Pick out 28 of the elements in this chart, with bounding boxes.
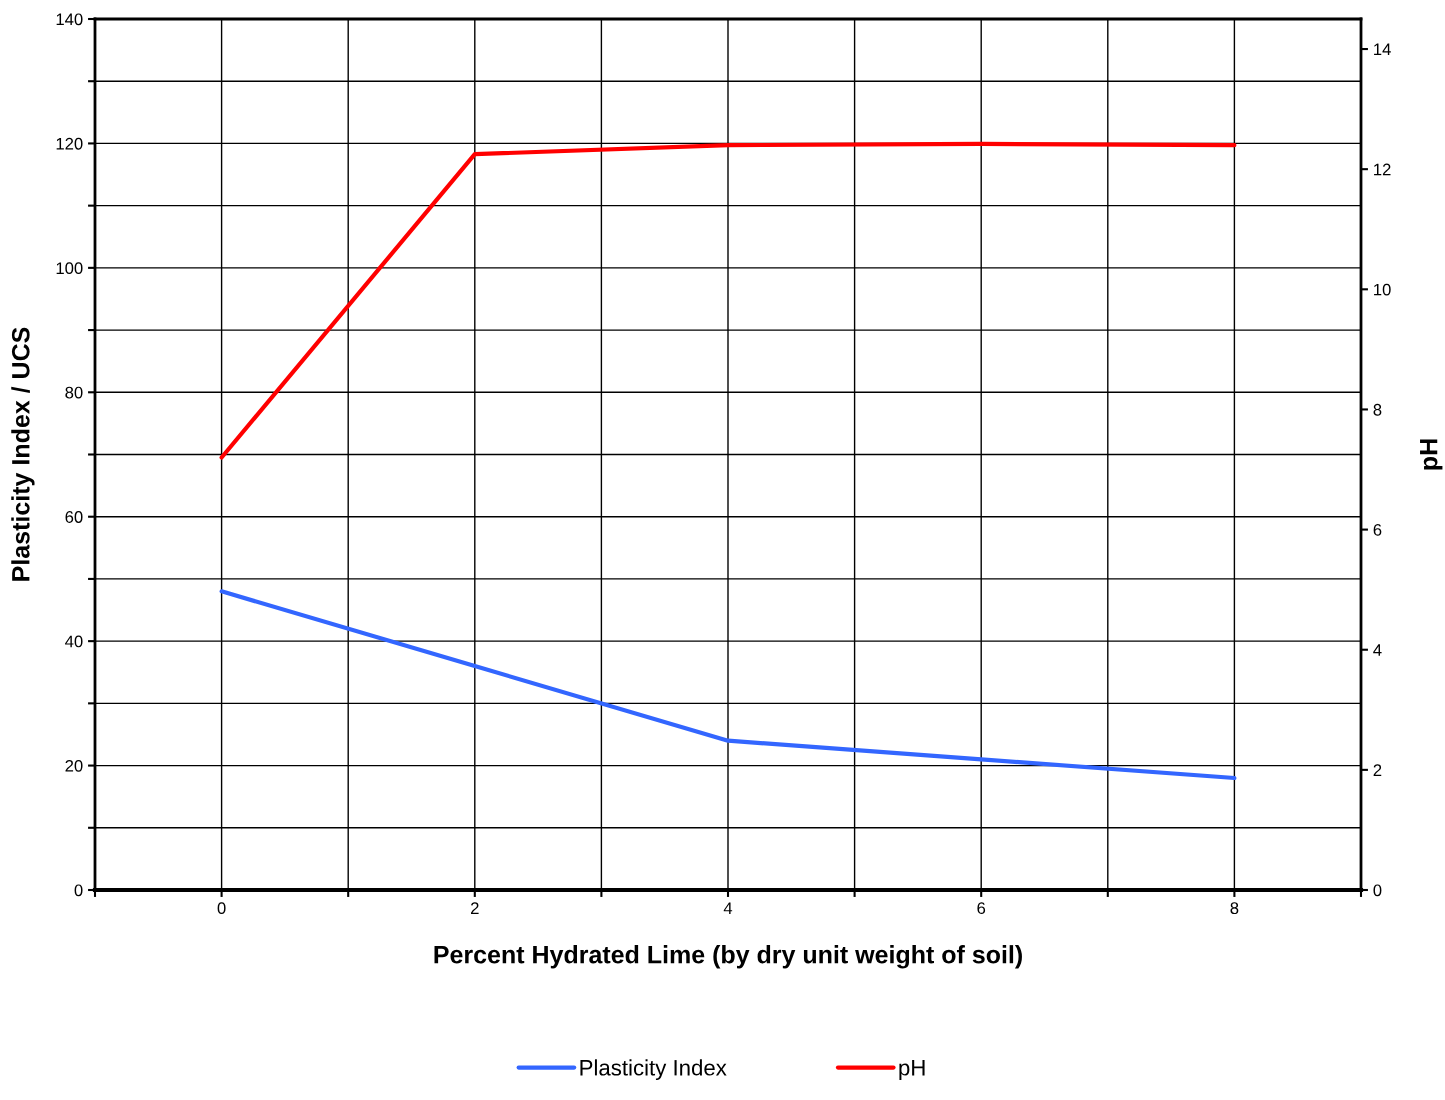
y-tick-label: 40 — [65, 635, 83, 648]
y2-tick-label: 8 — [1373, 403, 1382, 416]
y-tick-label: 80 — [65, 386, 83, 399]
x-tick-label: 6 — [977, 902, 986, 915]
x-tick-label: 2 — [471, 902, 479, 914]
line-series — [219, 141, 1237, 460]
y2-tick-label: 10 — [1374, 283, 1391, 296]
x-axis-title: Percent Hydrated Lime (by dry unit weight of soil) — [434, 945, 1022, 969]
x-tick-label: 4 — [723, 902, 733, 914]
y-tick-label: 100 — [56, 262, 83, 275]
y-tick-label: 120 — [56, 137, 83, 150]
y2-tick-label: 14 — [1374, 43, 1391, 56]
y2-tick-label: 6 — [1373, 523, 1382, 536]
line-series — [219, 589, 1237, 781]
y-tick-label: 60 — [65, 511, 83, 523]
y-tick-label: 140 — [56, 13, 83, 26]
legend-label: Plasticity Index — [580, 1059, 727, 1080]
y-tick-label: 0 — [74, 884, 83, 897]
y2-axis-title: pH — [1420, 439, 1443, 470]
x-tick-label: 0 — [217, 902, 226, 915]
y2-tick-label: 12 — [1374, 163, 1391, 176]
y2-tick-label: 2 — [1373, 764, 1382, 776]
y2-tick-label: 0 — [1373, 884, 1382, 897]
y-tick-label: 20 — [65, 759, 83, 772]
legend-label: pH — [899, 1060, 925, 1080]
x-tick-label: 8 — [1230, 902, 1239, 915]
y2-tick-label: 4 — [1373, 644, 1382, 656]
y-axis-title: Plasticity Index / UCS — [11, 327, 35, 581]
